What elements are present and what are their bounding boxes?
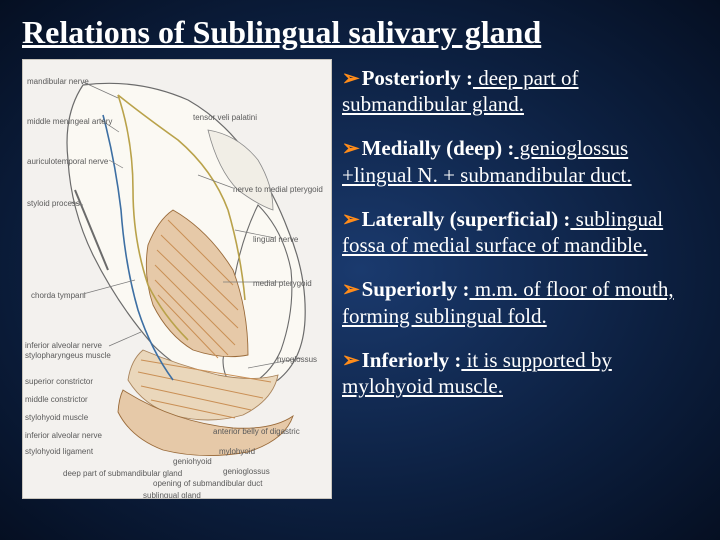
figure-label: medial pterygoid: [253, 280, 312, 288]
figure-label: superior constrictor: [25, 378, 93, 386]
figure-label: middle meningeal artery: [27, 118, 112, 126]
figure-label: stylopharyngeus muscle: [25, 352, 111, 360]
figure-label: stylohyoid muscle: [25, 414, 88, 422]
figure-label: anterior belly of digastric: [213, 428, 300, 436]
bullet-item: ➢Laterally (superficial) : sublingual fo…: [342, 206, 698, 259]
figure-label: geniohyoid: [173, 458, 212, 466]
bullet-arrow-icon: ➢: [342, 207, 360, 231]
bullet-item: ➢Medially (deep) : genioglossus +lingual…: [342, 135, 698, 188]
figure-label: sublingual gland: [143, 492, 201, 499]
bullet-arrow-icon: ➢: [342, 136, 360, 160]
bullet-lead: Laterally (superficial) :: [362, 207, 571, 231]
figure-label: nerve to medial pterygoid: [233, 186, 323, 194]
figure-label: lingual nerve: [253, 236, 298, 244]
bullet-lead: Posteriorly :: [362, 66, 473, 90]
figure-label: chorda tympani: [31, 292, 86, 300]
bullet-item: ➢Posteriorly : deep part of submandibula…: [342, 65, 698, 118]
bullet-lead: Medially (deep) :: [362, 136, 515, 160]
slide-title: Relations of Sublingual salivary gland: [22, 14, 698, 51]
figure-label: genioglossus: [223, 468, 270, 476]
bullet-lead: Superiorly :: [362, 277, 470, 301]
bullet-arrow-icon: ➢: [342, 66, 360, 90]
content-row: mandibular nerve middle meningeal artery a…: [22, 59, 698, 499]
anatomy-figure: mandibular nerve middle meningeal artery a…: [22, 59, 332, 499]
figure-label: mandibular nerve: [27, 78, 89, 86]
figure-label: auriculotemporal nerve: [27, 158, 108, 166]
figure-label: hyoglossus: [277, 356, 317, 364]
bullet-lead: Inferiorly :: [362, 348, 462, 372]
bullet-item: ➢Superiorly : m.m. of floor of mouth, fo…: [342, 276, 698, 329]
figure-label: tensor veli palatini: [193, 114, 257, 122]
figure-label: middle constrictor: [25, 396, 88, 404]
bullet-item: ➢Inferiorly : it is supported by mylohyo…: [342, 347, 698, 400]
bullet-list: ➢Posteriorly : deep part of submandibula…: [342, 59, 698, 418]
figure-label: mylohyoid: [219, 448, 255, 456]
bullet-arrow-icon: ➢: [342, 277, 360, 301]
figure-label: styloid process: [27, 200, 80, 208]
figure-label: opening of submandibular duct: [153, 480, 262, 488]
figure-label: inferior alveolar nerve: [25, 432, 102, 440]
figure-label: stylohyoid ligament: [25, 448, 93, 456]
figure-label: deep part of submandibular gland: [63, 470, 182, 478]
bullet-arrow-icon: ➢: [342, 348, 360, 372]
figure-label: inferior alveolar nerve: [25, 342, 102, 350]
slide: Relations of Sublingual salivary gland: [0, 0, 720, 540]
